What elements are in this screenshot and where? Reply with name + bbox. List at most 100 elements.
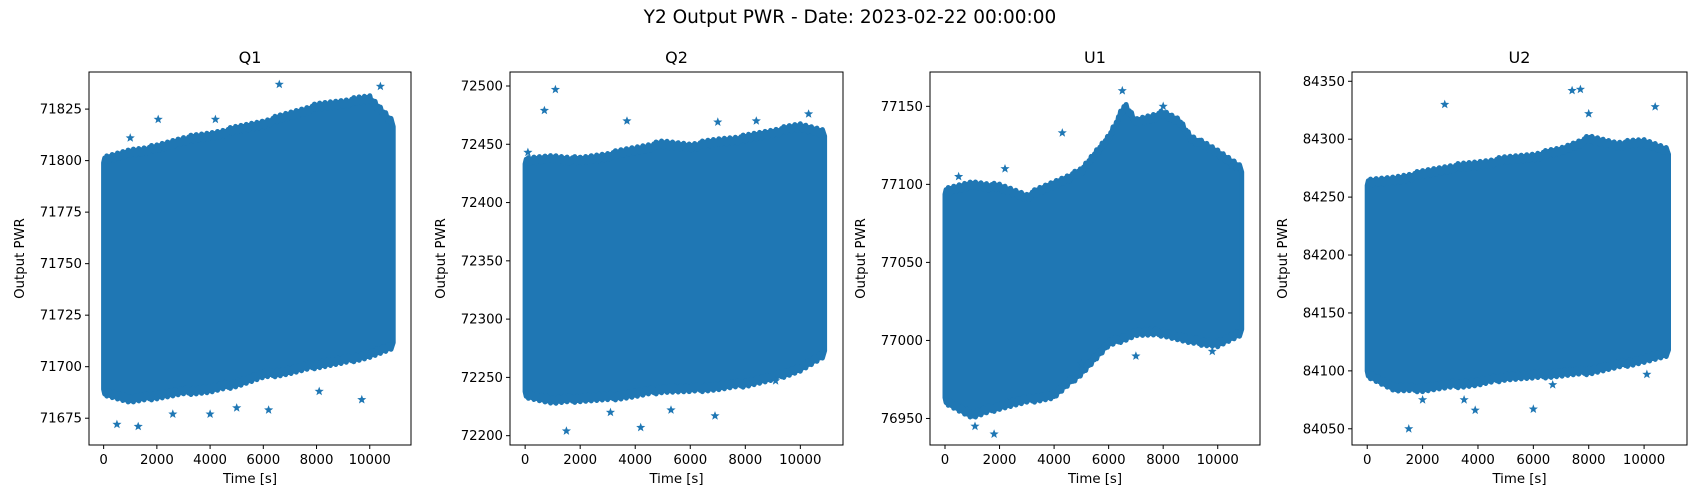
x-tick-label: 0 (99, 453, 107, 468)
y-tick-label: 76950 (881, 412, 923, 427)
data-point (1131, 351, 1141, 360)
data-point (710, 411, 720, 420)
subplot-title: U2 (1509, 48, 1531, 67)
data-point (1226, 160, 1236, 170)
data-point (264, 405, 274, 414)
data-point (133, 421, 143, 431)
subplot-q2: 0 2000 4000 6000 8000 10000 72200 72250 72300 723… (434, 48, 844, 487)
y-tick-label: 84150 (1303, 306, 1345, 321)
y-tick-label: 71725 (40, 309, 82, 324)
x-tick-label: 4000 (618, 453, 652, 468)
data-point (1057, 128, 1067, 137)
subplot-title: U1 (1084, 48, 1106, 67)
y-tick-label: 84100 (1303, 364, 1345, 379)
data-point (1207, 346, 1217, 356)
y-tick-label: 72300 (461, 313, 503, 328)
data-band (522, 121, 828, 406)
data-point (1470, 405, 1480, 415)
x-tick-label: 6000 (1092, 453, 1126, 468)
data-point (1158, 101, 1168, 111)
x-tick-label: 0 (1363, 453, 1371, 468)
data-point (205, 409, 215, 418)
y-tick-label: 72200 (461, 429, 503, 444)
y-axis-label: Output PWR (1276, 218, 1291, 299)
y-tick-label: 84050 (1303, 422, 1345, 437)
y-tick-label: 71825 (40, 103, 82, 118)
subplot-title: Q2 (665, 48, 688, 67)
data-point (1584, 108, 1594, 118)
y-tick-label: 72450 (461, 138, 503, 153)
data-point (314, 386, 324, 396)
data-point (1650, 102, 1660, 111)
x-tick-label: 6000 (673, 453, 707, 468)
data-point (375, 81, 385, 91)
data-point (636, 422, 646, 432)
data-band (942, 102, 1245, 420)
y-tick-label: 84250 (1303, 191, 1345, 206)
subplot-title: Q1 (239, 48, 262, 67)
data-point (274, 79, 284, 89)
data-point (1548, 380, 1558, 389)
y-tick-label: 77050 (881, 256, 923, 271)
y-tick-label: 72400 (461, 196, 503, 211)
data-band (101, 93, 396, 405)
x-tick-label: 8000 (728, 453, 762, 468)
x-tick-label: 2000 (563, 453, 597, 468)
data-point (357, 394, 367, 404)
y-tick-label: 71700 (40, 360, 82, 375)
y-tick-label: 77000 (881, 334, 923, 349)
x-tick-label: 2000 (1406, 453, 1440, 468)
y-tick-label: 72500 (461, 79, 503, 94)
data-point (713, 117, 723, 126)
data-point (1575, 84, 1585, 94)
data-point (550, 84, 560, 94)
x-tick-label: 4000 (1037, 453, 1071, 468)
data-point (168, 409, 178, 418)
figure-title: Y2 Output PWR - Date: 2023-02-22 00:00:0… (643, 7, 1057, 28)
data-point (1000, 164, 1010, 173)
x-tick-label: 0 (941, 453, 949, 468)
data-point (112, 419, 122, 429)
x-tick-label: 2000 (983, 453, 1017, 468)
data-point (771, 376, 781, 385)
data-point (970, 421, 980, 431)
y-tick-label: 71800 (40, 154, 82, 169)
subplot-u1: 0 2000 4000 6000 8000 10000 76950 77000 77050 771… (854, 48, 1261, 487)
axes-frame (1351, 71, 1688, 446)
data-point (605, 407, 615, 417)
data-point (666, 405, 676, 414)
data-point (1567, 85, 1577, 95)
x-tick-label: 0 (521, 453, 529, 468)
data-point (539, 105, 549, 115)
data-point (751, 116, 761, 125)
data-point (1642, 369, 1652, 379)
y-tick-label: 71675 (40, 412, 82, 427)
y-tick-label: 84200 (1303, 249, 1345, 264)
data-point (561, 426, 571, 435)
data-point (1404, 424, 1414, 433)
y-tick-label: 84300 (1303, 133, 1345, 148)
x-tick-label: 10000 (349, 453, 391, 468)
x-tick-label: 10000 (779, 453, 821, 468)
subplot-q1: 0 2000 4000 6000 8000 10000 71675 71700 71725 717… (13, 48, 412, 487)
data-point (1528, 404, 1538, 413)
data-point (125, 133, 135, 142)
x-axis-label: Time [s] (222, 472, 277, 487)
x-tick-label: 2000 (140, 453, 174, 468)
y-axis-label: Output PWR (434, 218, 449, 299)
data-point (954, 171, 964, 181)
axes-frame (88, 71, 412, 446)
x-axis-label: Time [s] (1067, 472, 1122, 487)
data-point (153, 114, 163, 124)
data-point (232, 403, 242, 412)
data-point (1117, 85, 1127, 95)
data-point (1418, 395, 1428, 404)
x-tick-label: 10000 (1197, 453, 1239, 468)
data-point (1076, 359, 1086, 368)
data-point (989, 429, 999, 438)
x-tick-label: 8000 (300, 453, 334, 468)
x-tick-label: 8000 (1146, 453, 1180, 468)
subplot-u2: 0 2000 4000 6000 8000 10000 84050 84100 84150 842… (1276, 48, 1688, 487)
axes-frame (929, 71, 1261, 446)
y-tick-label: 84350 (1303, 75, 1345, 90)
